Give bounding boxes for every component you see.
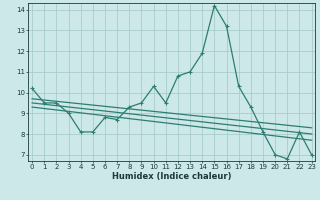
X-axis label: Humidex (Indice chaleur): Humidex (Indice chaleur)	[112, 172, 232, 181]
